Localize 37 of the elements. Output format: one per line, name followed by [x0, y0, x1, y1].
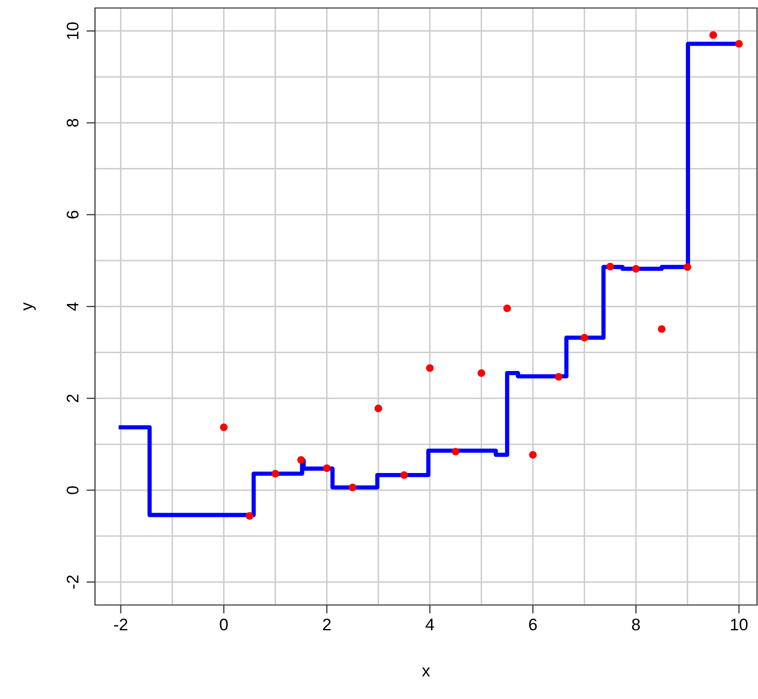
point — [220, 423, 228, 432]
point — [684, 263, 692, 271]
point — [323, 464, 331, 472]
point — [348, 484, 356, 492]
y-tick-label: 6 — [66, 210, 79, 218]
point — [580, 334, 588, 342]
point — [452, 448, 460, 456]
point — [709, 31, 718, 39]
x-tick-label: 10 — [730, 618, 748, 630]
x-axis-title: x — [422, 668, 430, 676]
point — [606, 262, 614, 270]
y-tick-label: -2 — [66, 575, 78, 589]
x-tick-label: -2 — [114, 618, 128, 630]
y-tick-label: 8 — [66, 118, 79, 127]
y-tick-label: 10 — [66, 22, 79, 39]
point — [735, 40, 743, 48]
point — [632, 265, 640, 273]
x-tick-label: 8 — [632, 618, 640, 630]
point — [658, 325, 666, 333]
point — [246, 512, 254, 520]
point — [478, 369, 486, 377]
x-tick-label: 0 — [220, 618, 228, 630]
point — [374, 404, 382, 412]
y-tick-label: 0 — [66, 486, 79, 494]
x-tick-label: 6 — [529, 618, 537, 630]
point — [554, 372, 562, 381]
x-tick-label: 2 — [323, 618, 331, 630]
y-tick-label: 4 — [66, 302, 78, 311]
x-tick-label: 4 — [426, 618, 434, 630]
point — [297, 456, 305, 464]
y-axis-title: y — [23, 302, 36, 311]
point — [400, 471, 408, 479]
point — [529, 451, 537, 459]
point — [503, 304, 511, 312]
point — [426, 364, 434, 372]
y-tick-label: 2 — [66, 394, 78, 402]
point — [272, 470, 280, 478]
